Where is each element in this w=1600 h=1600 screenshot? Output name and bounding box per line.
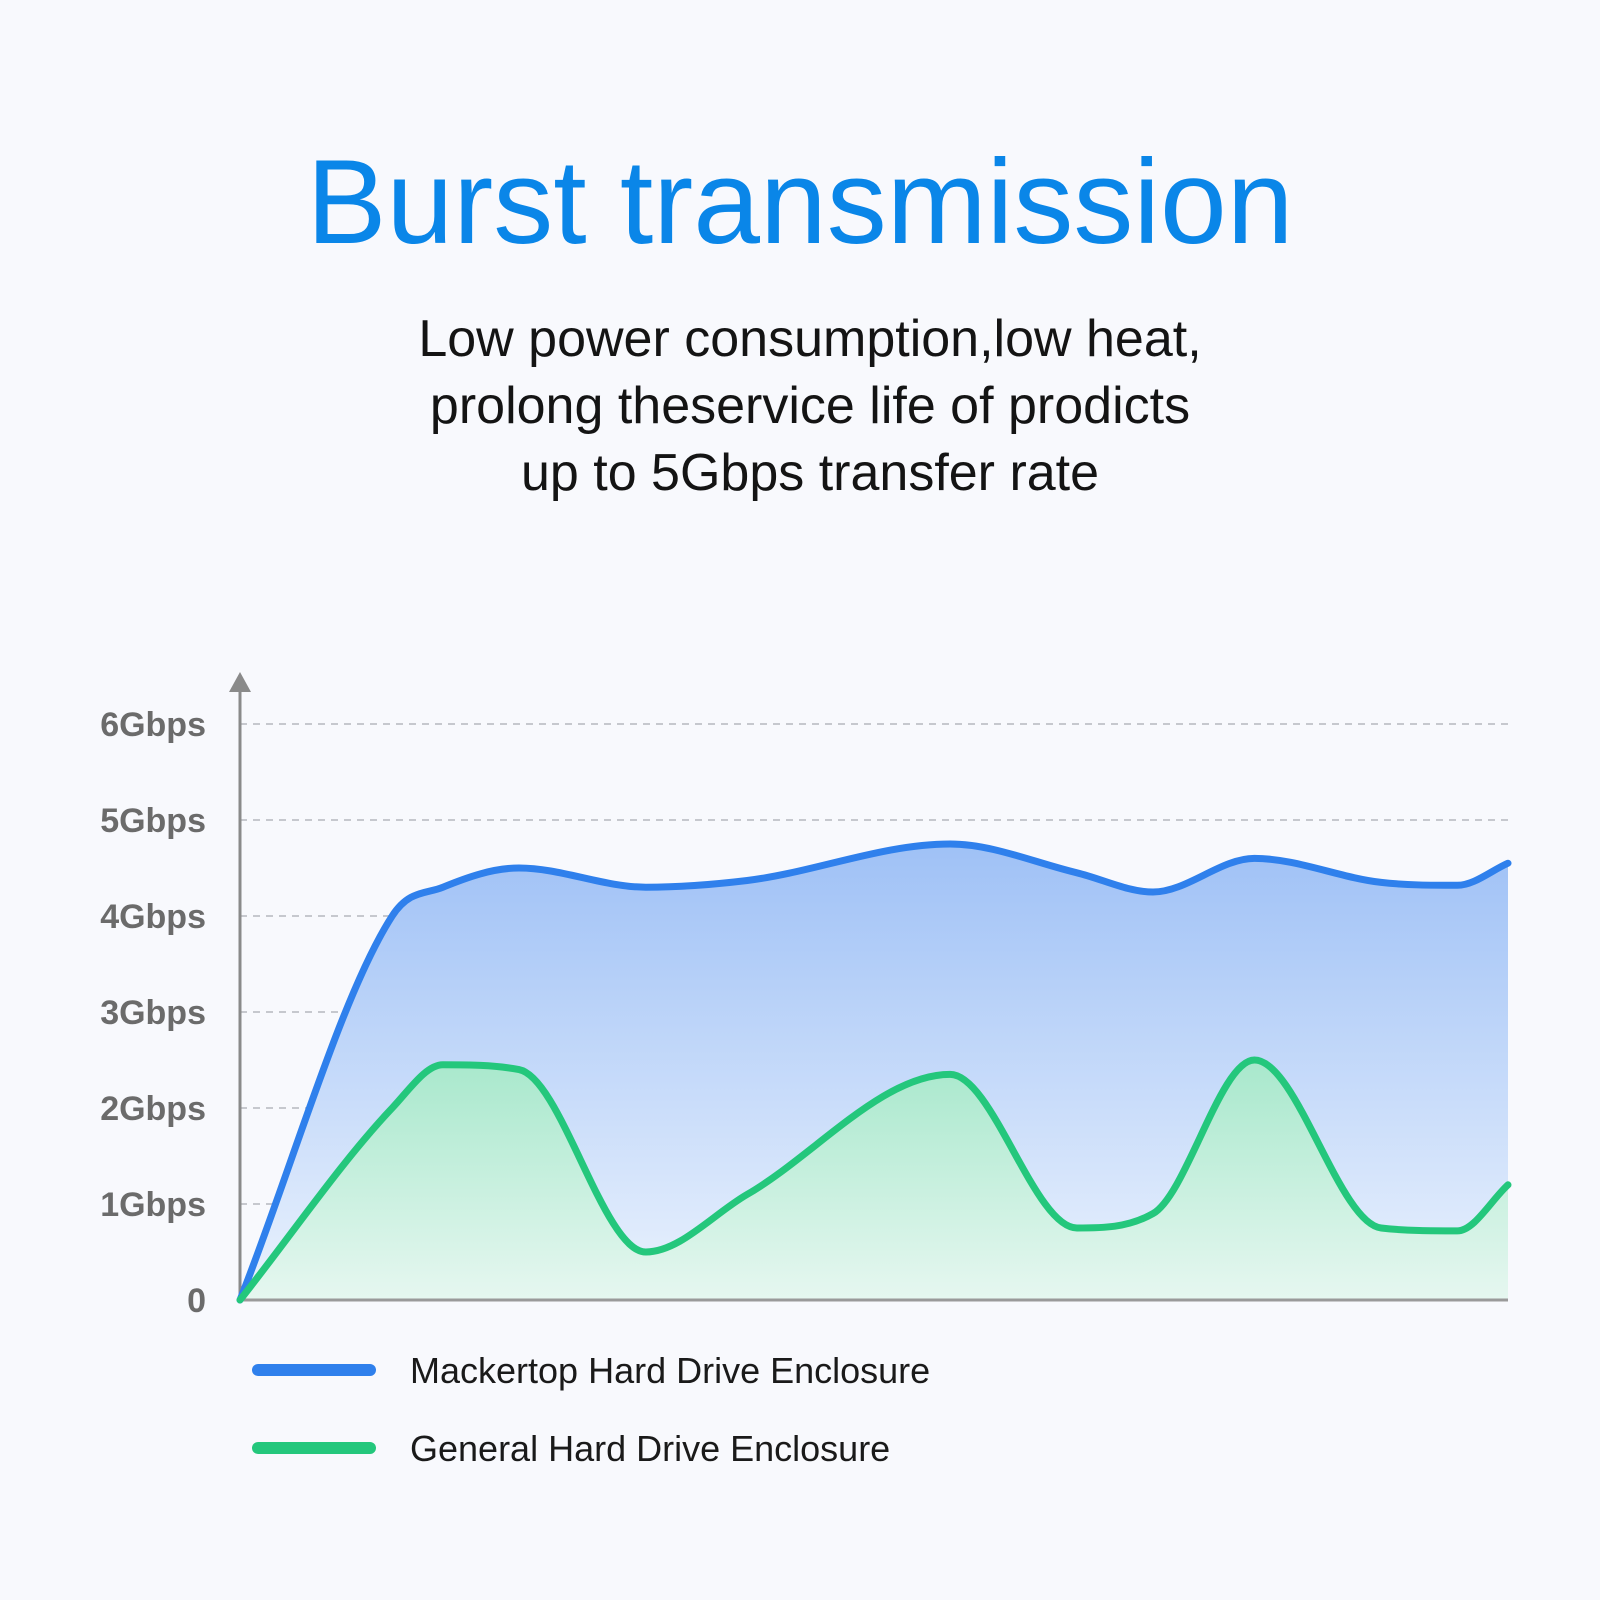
y-tick-label-3: 3Gbps — [100, 994, 206, 1032]
y-tick-label-2: 2Gbps — [100, 1090, 206, 1128]
y-tick-label-4: 4Gbps — [100, 898, 206, 936]
subtitle-line-2: prolong theservice life of prodicts — [429, 377, 1191, 435]
y-tick-label-6: 6Gbps — [100, 706, 206, 744]
chart-subtitle: Low power consumption,low heat, prolong … — [0, 306, 1600, 507]
chart-title: Burst transmission — [306, 135, 1294, 269]
y-tick-label-5: 5Gbps — [100, 802, 206, 840]
y-axis-arrow-icon — [229, 672, 251, 692]
axis-layer: 0 1Gbps 2Gbps 3Gbps 4Gbps 5Gbps 6Gbps — [100, 672, 1508, 1320]
y-tick-label-0: 0 — [187, 1282, 206, 1320]
legend-label-1: Mackertop Hard Drive Enclosure — [410, 1350, 930, 1391]
subtitle-line-3: up to 5Gbps transfer rate — [520, 444, 1100, 502]
y-tick-label-1: 1Gbps — [100, 1186, 206, 1224]
series-line-1 — [236, 840, 1512, 1304]
line-layer — [236, 840, 1512, 1304]
subtitle-line-1: Low power consumption,low heat, — [418, 310, 1202, 368]
series-line-2 — [236, 1056, 1512, 1304]
legend-label-2: General Hard Drive Enclosure — [410, 1428, 890, 1469]
legend: Mackertop Hard Drive Enclosure General Ha… — [252, 1350, 930, 1469]
